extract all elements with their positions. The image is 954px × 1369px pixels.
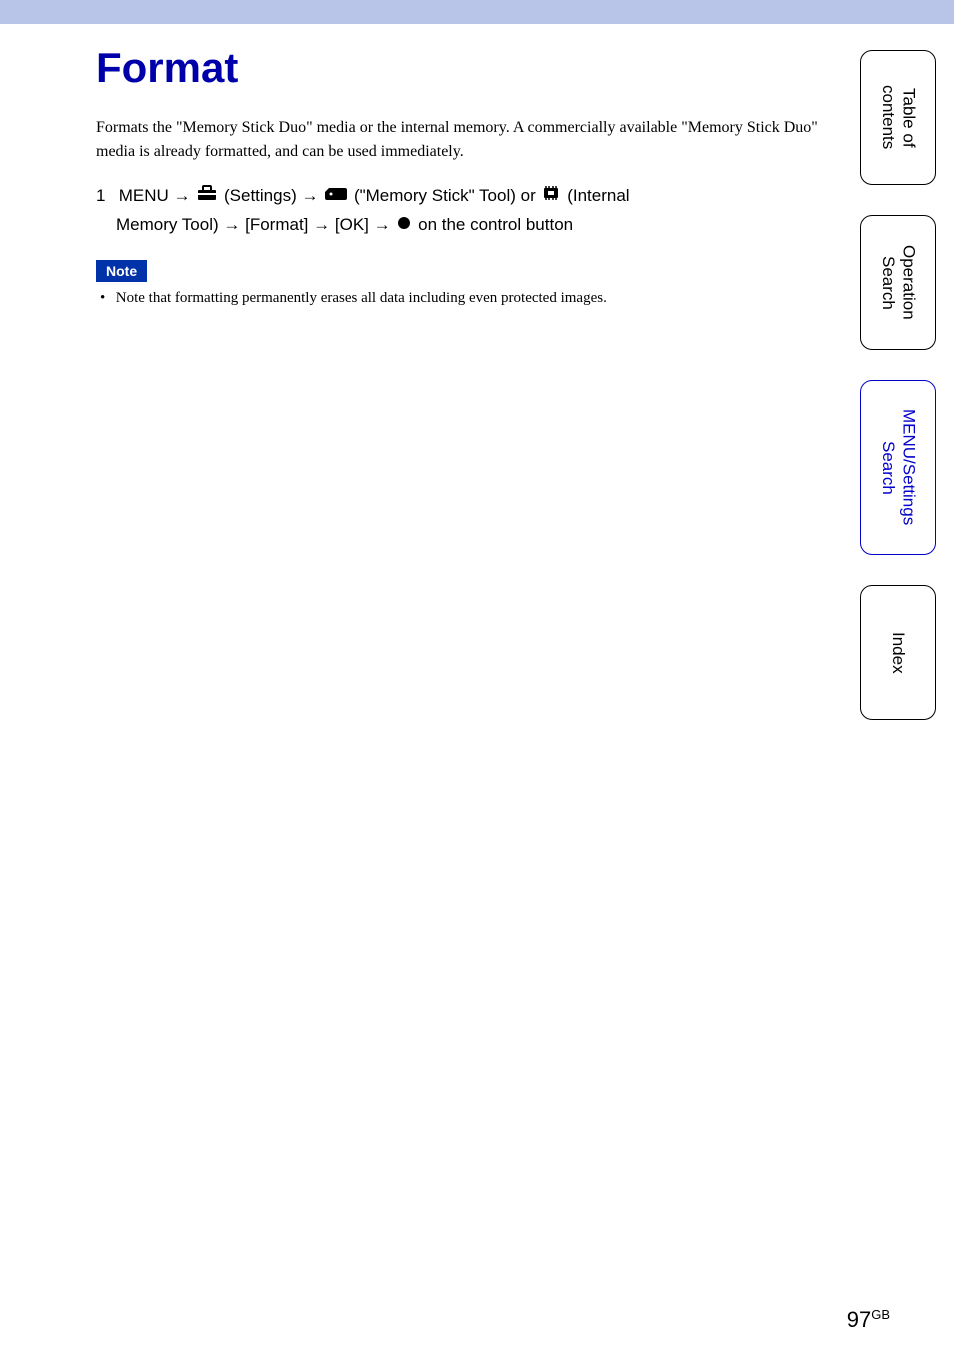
center-button-icon: [397, 211, 411, 240]
step-line2: Memory Tool) → [Format] → [OK] → on the …: [116, 215, 573, 234]
step-menu-label: MENU: [119, 186, 169, 205]
tab-toc[interactable]: Table ofcontents: [860, 50, 936, 185]
internal-memory-icon: [542, 182, 560, 211]
step-settings-label: (Settings): [224, 186, 297, 205]
step-end-label: on the control button: [418, 215, 573, 234]
arrow-icon: →: [374, 215, 391, 234]
top-bar: [0, 0, 954, 24]
page-number: 97GB: [847, 1307, 890, 1333]
memory-stick-icon: [325, 182, 347, 211]
bullet-icon: •: [100, 290, 112, 307]
page-num-value: 97: [847, 1307, 871, 1332]
tab-toc-label: Table ofcontents: [878, 85, 919, 149]
step-internal-label: (Internal: [567, 186, 629, 205]
tab-menu-label: MENU/SettingsSearch: [878, 409, 919, 525]
arrow-icon: →: [223, 215, 240, 234]
step-mstick-label: ("Memory Stick" Tool) or: [354, 186, 536, 205]
instruction-step: 1 MENU → (Settings) → ("Memory Stick" To…: [96, 182, 840, 240]
tab-menu-settings[interactable]: MENU/SettingsSearch: [860, 380, 936, 555]
side-tabs: Table ofcontents OperationSearch MENU/Se…: [860, 50, 936, 750]
note-badge: Note: [96, 260, 147, 282]
settings-toolbox-icon: [197, 182, 217, 211]
arrow-icon: →: [313, 215, 330, 234]
page-title: Format: [96, 44, 840, 92]
step-memory-tool-label: Memory Tool): [116, 215, 219, 234]
tab-operation-label: OperationSearch: [878, 245, 919, 320]
step-ok-label: [OK]: [335, 215, 369, 234]
tab-index[interactable]: Index: [860, 585, 936, 720]
arrow-icon: →: [301, 186, 318, 205]
tab-operation[interactable]: OperationSearch: [860, 215, 936, 350]
note-text: • Note that formatting permanently erase…: [100, 290, 840, 307]
intro-paragraph: Formats the "Memory Stick Duo" media or …: [96, 116, 840, 164]
arrow-icon: →: [174, 186, 191, 205]
step-format-label: [Format]: [245, 215, 308, 234]
note-content: Note that formatting permanently erases …: [116, 290, 607, 306]
page-num-suffix: GB: [871, 1307, 890, 1322]
tab-index-label: Index: [888, 632, 908, 674]
step-number: 1: [96, 182, 114, 211]
content-area: Format Formats the "Memory Stick Duo" me…: [0, 24, 840, 307]
